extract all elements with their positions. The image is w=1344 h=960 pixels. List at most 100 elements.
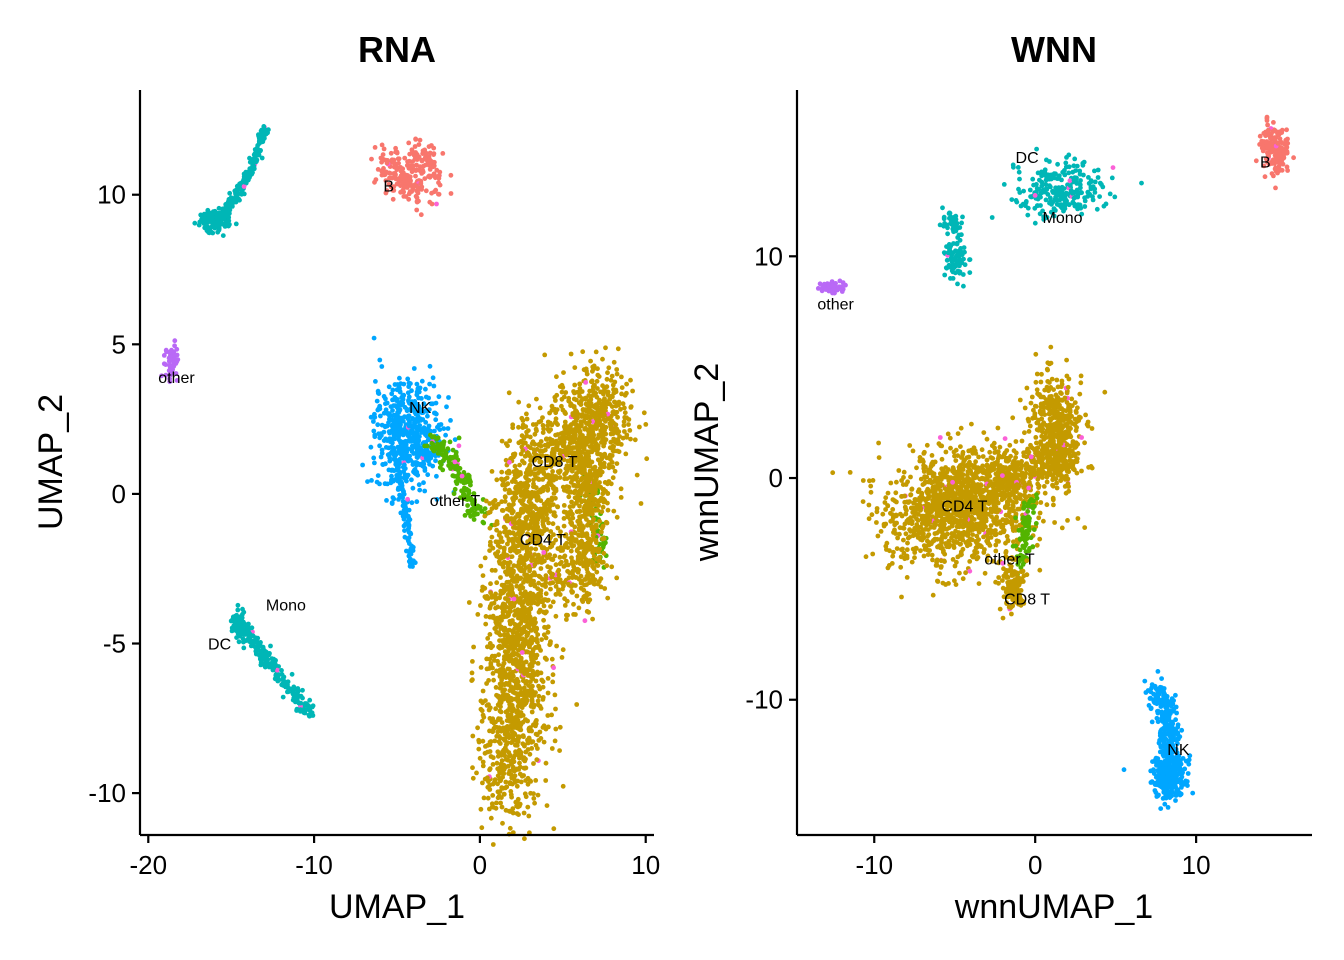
rna-point-nk bbox=[408, 556, 413, 562]
rna-point-cd4-t bbox=[521, 734, 526, 740]
rna-point-cd4-t bbox=[533, 678, 539, 684]
rna-point-b bbox=[427, 156, 432, 162]
rna-point-nk bbox=[421, 452, 426, 457]
rna-point-cd8-t bbox=[610, 464, 616, 470]
rna-point-b bbox=[381, 146, 387, 152]
rna-point-other bbox=[175, 357, 181, 362]
rna-point-cd8-t bbox=[585, 569, 591, 575]
rna-point-cd4-t bbox=[569, 531, 574, 537]
rna-point-cd8-t bbox=[616, 402, 621, 408]
rna-point-cd8-t bbox=[601, 487, 607, 492]
rna-point-cd4-t bbox=[518, 591, 524, 596]
rna-point-cd4-t bbox=[533, 485, 539, 491]
rna-point-cd8-t bbox=[582, 618, 588, 624]
rna-point-mono bbox=[226, 215, 232, 220]
rna-point-cd8-t bbox=[593, 390, 599, 396]
rna-point-cd4-t bbox=[505, 637, 511, 643]
rna-point-cd4-t bbox=[559, 655, 565, 660]
rna-point-cd8-t bbox=[586, 576, 592, 581]
rna-point-b bbox=[448, 191, 454, 196]
rna-point-cd4-t bbox=[487, 605, 493, 611]
rna-point-nk bbox=[403, 438, 408, 444]
rna-point-cd4-t bbox=[486, 678, 491, 683]
rna-point-cd4-t bbox=[545, 597, 551, 603]
rna-point-cd4-t bbox=[499, 469, 505, 475]
rna-point-cd8-t bbox=[597, 397, 602, 403]
wnn-point-dc bbox=[1028, 194, 1033, 200]
rna-point-mono bbox=[296, 700, 302, 706]
rna-point-cd8-t bbox=[624, 390, 629, 396]
rna-point-b bbox=[378, 155, 384, 161]
rna-point-cd4-t bbox=[499, 499, 505, 505]
rna-point-cd4-t bbox=[501, 554, 506, 560]
rna-point-cd8-t bbox=[577, 386, 583, 391]
rna-point-cd4-t bbox=[568, 548, 574, 554]
rna-point-mono bbox=[240, 624, 245, 630]
rna-point-cd8-t bbox=[626, 422, 631, 427]
rna-point-cd4-t bbox=[511, 563, 517, 568]
rna-point-cd4-t bbox=[550, 502, 556, 507]
wnn-point-dc bbox=[1139, 180, 1144, 186]
rna-point-cd4-t bbox=[514, 710, 519, 715]
rna-point-cd4-t bbox=[475, 725, 480, 731]
rna-point-nk bbox=[395, 478, 401, 484]
rna-point-nk bbox=[397, 456, 403, 462]
rna-point-cd4-t bbox=[507, 688, 513, 693]
rna-point-cd8-t bbox=[638, 501, 644, 506]
rna-point-other-t bbox=[466, 475, 472, 480]
rna-point-cd8-t bbox=[582, 396, 588, 402]
rna-point-nk bbox=[391, 496, 397, 502]
rna-point-other bbox=[168, 356, 173, 362]
rna-point-cd4-t bbox=[523, 515, 529, 521]
rna-point-cd4-t bbox=[506, 609, 512, 615]
rna-point-cd4-t bbox=[470, 775, 476, 781]
rna-point-cd4-t bbox=[498, 704, 503, 710]
wnn-point-dc bbox=[1068, 188, 1074, 194]
rna-point-mono bbox=[254, 644, 260, 650]
rna-point-cd8-t bbox=[589, 378, 595, 384]
rna-point-cd4-t bbox=[524, 491, 530, 497]
rna-point-nk bbox=[406, 380, 412, 386]
rna-point-nk bbox=[432, 410, 438, 416]
rna-point-cd4-t bbox=[509, 554, 515, 559]
rna-point-cd4-t bbox=[555, 525, 561, 531]
rna-point-cd4-t bbox=[540, 684, 546, 690]
rna-point-b bbox=[389, 175, 395, 181]
rna-point-cd4-t bbox=[549, 746, 555, 751]
rna-point-cd4-t bbox=[548, 473, 554, 478]
rna-point-cd4-t bbox=[535, 632, 541, 637]
rna-point-cd4-t bbox=[505, 666, 511, 672]
rna-point-cd4-t bbox=[544, 512, 549, 517]
rna-point-cd4-t bbox=[482, 750, 488, 756]
rna-point-cd8-t bbox=[615, 441, 621, 446]
rna-point-cd4-t bbox=[494, 552, 500, 557]
rna-point-cd4-t bbox=[529, 746, 535, 751]
rna-point-cd4-t bbox=[584, 490, 589, 496]
rna-point-cd4-t bbox=[583, 441, 589, 447]
rna-point-mono bbox=[251, 152, 257, 158]
rna-point-nk bbox=[395, 465, 401, 471]
rna-point-cd4-t bbox=[584, 531, 590, 536]
rna-point-cd4-t bbox=[568, 540, 574, 546]
rna-point-nk bbox=[402, 446, 408, 452]
rna-point-mono bbox=[226, 204, 232, 210]
rna-point-cd4-t bbox=[584, 437, 590, 443]
rna-point-other-t bbox=[462, 513, 468, 518]
rna-point-cd8-t bbox=[578, 585, 584, 591]
rna-point-cd8-t bbox=[606, 479, 612, 484]
rna-point-cd4-t bbox=[480, 573, 486, 578]
rna-point-nk bbox=[372, 460, 377, 466]
rna-point-cd4-t bbox=[534, 497, 540, 502]
rna-point-mono bbox=[249, 625, 255, 631]
rna-point-other-t bbox=[471, 491, 477, 496]
rna-point-cd4-t bbox=[516, 767, 522, 772]
rna-point-cd8-t bbox=[632, 437, 638, 443]
rna-point-nk bbox=[421, 480, 426, 486]
rna-point-b bbox=[372, 145, 378, 150]
rna-point-nk bbox=[426, 423, 432, 429]
rna-point-cd4-t bbox=[571, 474, 577, 480]
rna-point-cd4-t bbox=[553, 706, 558, 712]
rna-point-cd4-t bbox=[511, 649, 516, 655]
rna-point-other-t bbox=[422, 443, 428, 449]
rna-point-cd8-t bbox=[587, 580, 592, 586]
